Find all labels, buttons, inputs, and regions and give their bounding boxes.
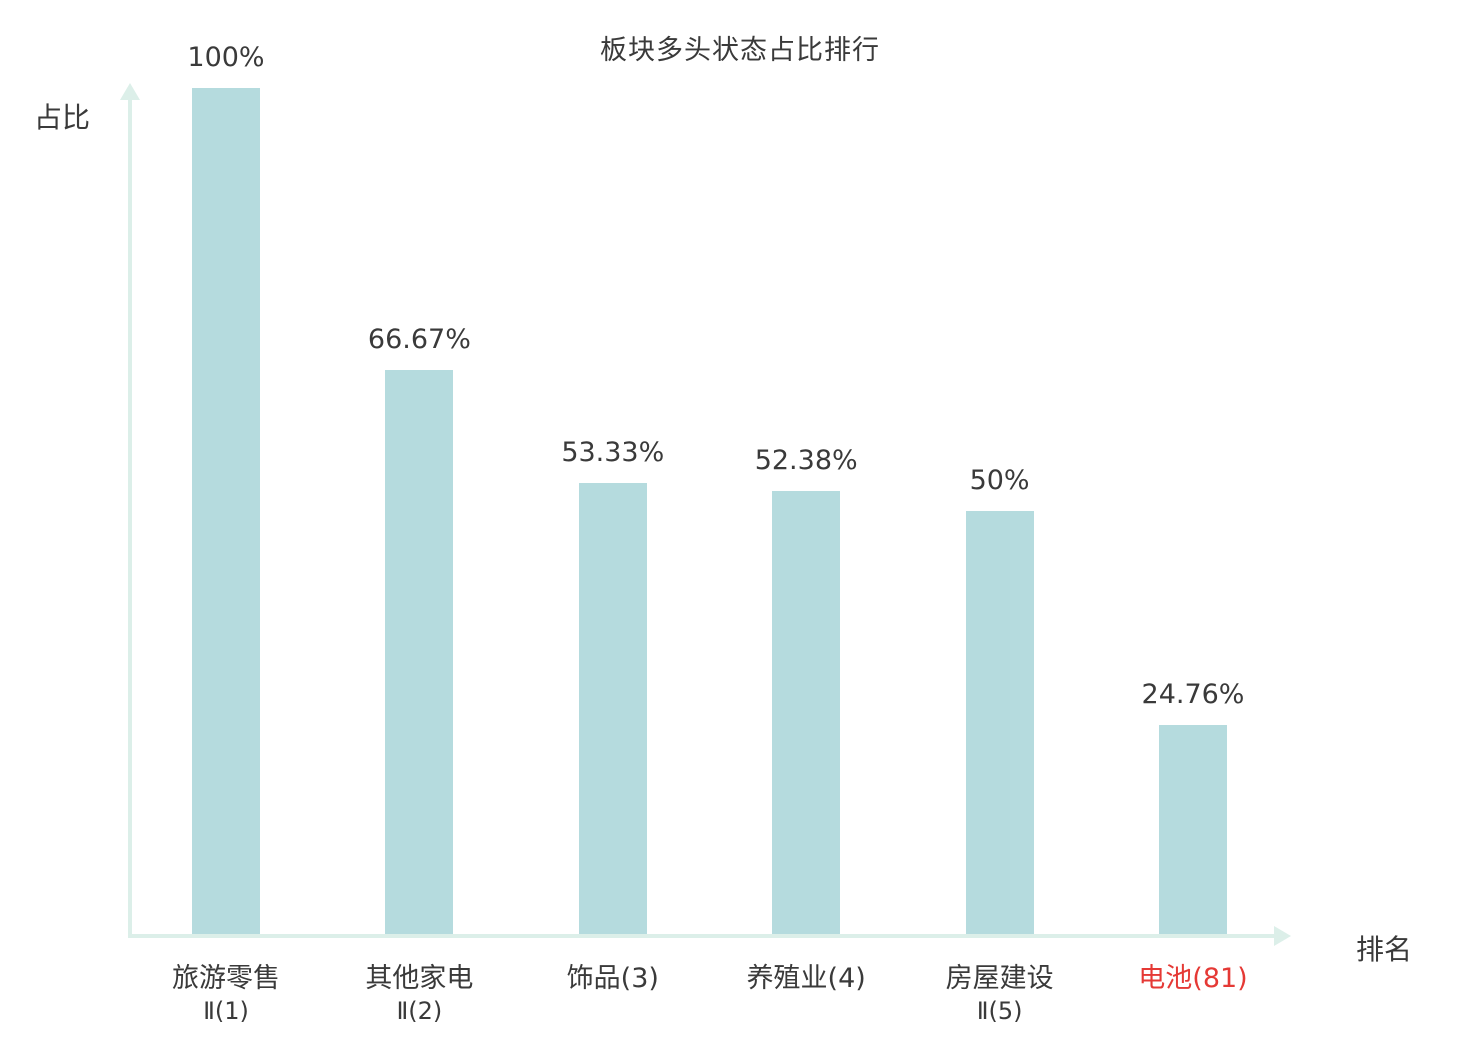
bar-category-label: 养殖业(4) — [746, 963, 866, 994]
bar-3 — [578, 482, 647, 934]
bar-category-label: 电池(81) — [1138, 963, 1248, 994]
y-axis-label: 占比 — [34, 101, 91, 134]
bar-value-label: 100% — [187, 42, 265, 73]
bar-5 — [965, 511, 1034, 934]
bar-6 — [1159, 724, 1227, 934]
bar-category-label: 房屋建设 Ⅱ(5) — [945, 963, 1054, 1025]
bar-category-label: 饰品(3) — [566, 963, 659, 994]
y-axis-arrow-icon — [120, 83, 140, 100]
bar-value-label: 50% — [969, 465, 1030, 496]
bar-value-label: 52.38% — [754, 444, 858, 476]
bar-value-label: 24.76% — [1141, 678, 1245, 710]
x-axis-line — [128, 934, 1276, 938]
bar-value-label: 53.33% — [561, 436, 665, 468]
chart-title: 板块多头状态占比排行 — [600, 35, 880, 66]
bar-1 — [192, 88, 260, 934]
bar-2 — [385, 369, 454, 934]
x-axis-label: 排名 — [1356, 933, 1413, 966]
bar-value-label: 66.67% — [367, 323, 471, 355]
bar-category-label: 其他家电 Ⅱ(2) — [365, 963, 474, 1025]
y-axis-line — [128, 98, 132, 938]
bar-category-label: 旅游零售 Ⅱ(1) — [172, 963, 280, 1025]
bar-4 — [772, 490, 841, 934]
x-axis-arrow-icon — [1274, 926, 1291, 946]
